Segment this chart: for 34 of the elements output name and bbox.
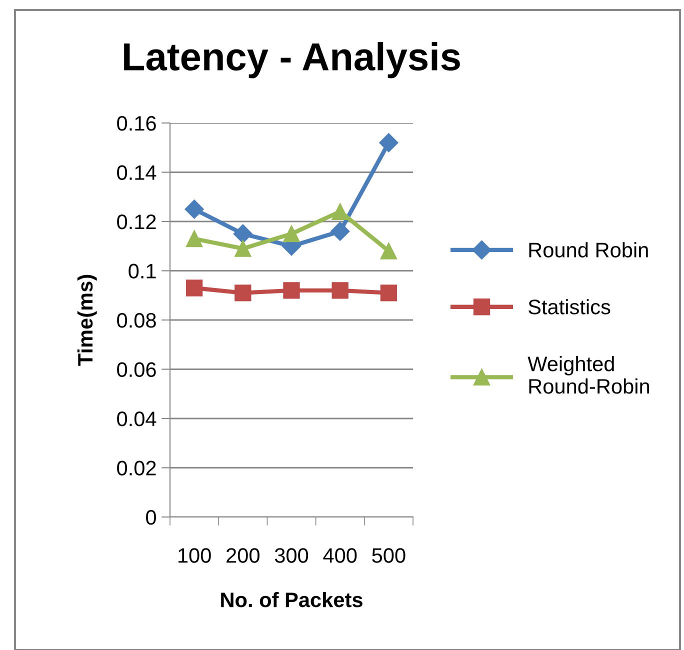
y-tick-label: 0.04 [117,412,156,426]
point [380,284,398,302]
point [283,225,300,242]
legend-label: Round Robin [529,242,648,258]
chart-title: Latency - Analysis [124,42,460,78]
y-tick-label: 0.02 [117,460,156,476]
point [186,280,203,296]
point [234,240,252,257]
y-tick-label: 0.08 [117,313,156,328]
x-tick-label: 500 [372,548,406,563]
y-tick-label: 0.06 [117,362,156,378]
y-tick-label: 0.14 [117,165,156,180]
y-tick-label: 0.16 [117,116,156,131]
point [332,203,348,220]
point [379,133,398,152]
x-tick-label: 400 [323,548,357,563]
point [186,230,203,248]
y-tick-label: 0 [146,510,156,525]
y-tick-label: 0.1 [128,264,156,279]
point [330,222,350,241]
x-tick-label: 100 [178,548,211,563]
point [380,242,398,260]
legend-label: Statistics [528,299,610,314]
legend-label: Weighted Round-Robin [528,356,649,394]
point [184,200,204,219]
x-axis-title: No. of Packets [221,592,362,608]
point [234,284,252,302]
point [283,282,300,299]
x-tick-label: 200 [226,548,260,563]
point [332,282,348,299]
point [233,224,252,244]
x-tick-label: 300 [274,548,308,563]
y-tick-label: 0.12 [117,214,156,230]
y-axis-title: Time(ms) [77,274,97,366]
